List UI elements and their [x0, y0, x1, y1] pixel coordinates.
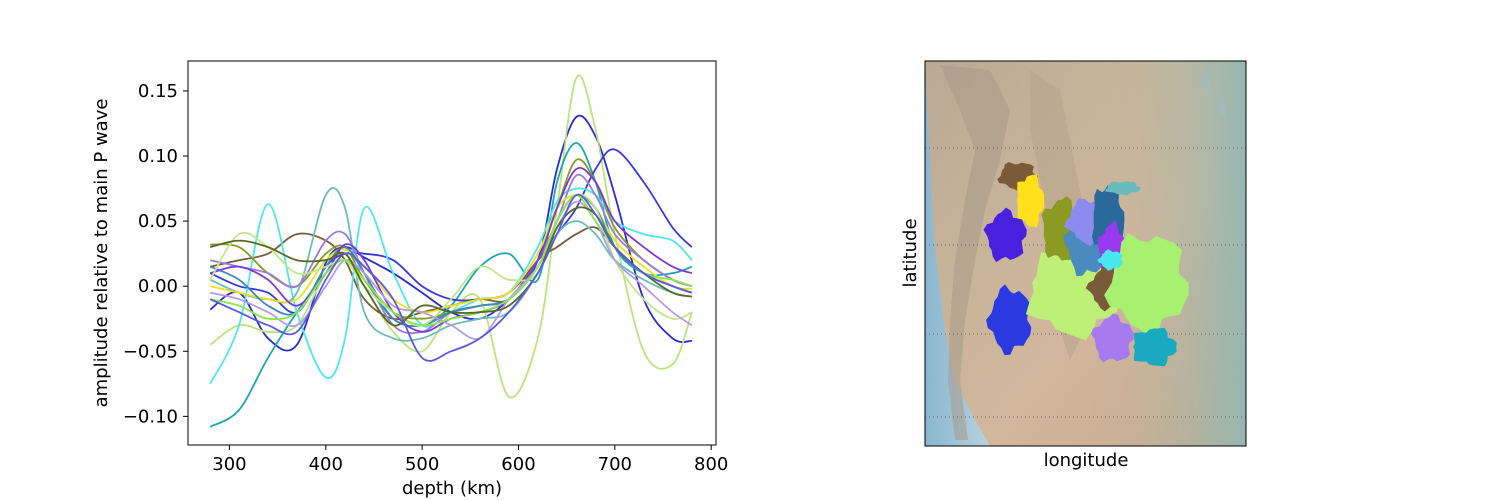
- x-axis-ticks: 300 400 500 600 700 800: [212, 445, 728, 475]
- series-lines: [209, 74, 693, 428]
- station-region: [983, 207, 1027, 263]
- x-axis-label: depth (km): [402, 478, 502, 499]
- x-tick-label: 800: [694, 454, 728, 475]
- station-region: [1104, 233, 1189, 338]
- map-x-axis-label: longitude: [1044, 450, 1129, 471]
- station-region: [1016, 174, 1045, 228]
- y-tick-label: −0.10: [123, 406, 178, 427]
- station-map: longitude latitude: [900, 60, 1247, 471]
- station-region: [1097, 249, 1123, 271]
- map-lakes: [1202, 70, 1225, 118]
- y-axis-ticks: −0.10 −0.05 0.00 0.05 0.10 0.15: [123, 81, 188, 427]
- plot-frame: [187, 60, 717, 446]
- map-y-axis-label: latitude: [900, 218, 921, 287]
- series-line: [209, 194, 693, 314]
- y-tick-label: −0.05: [123, 341, 178, 362]
- line-chart: 300 400 500 600 700 800 −0.10 −0.05 0.00 0.05 0.1…: [91, 60, 728, 499]
- x-tick-label: 300: [212, 454, 246, 475]
- station-region: [986, 284, 1032, 356]
- y-axis-label: amplitude relative to main P wave: [91, 99, 112, 408]
- station-region: [1133, 327, 1177, 367]
- map-mountains: [940, 65, 1010, 440]
- x-tick-label: 600: [501, 454, 535, 475]
- station-region: [1090, 313, 1134, 363]
- x-tick-label: 700: [598, 454, 632, 475]
- y-tick-label: 0.05: [138, 211, 178, 232]
- series-line: [209, 200, 693, 341]
- x-tick-label: 500: [405, 454, 439, 475]
- series-line: [209, 193, 693, 362]
- y-tick-label: 0.10: [138, 146, 178, 167]
- y-tick-label: 0.00: [138, 276, 178, 297]
- map-ocean: [925, 61, 990, 446]
- y-tick-label: 0.15: [138, 81, 178, 102]
- x-tick-label: 400: [309, 454, 343, 475]
- station-regions: [983, 162, 1189, 367]
- series-line: [209, 142, 693, 428]
- station-region: [1105, 181, 1142, 196]
- map-frame: [924, 60, 1247, 447]
- series-line: [209, 114, 693, 352]
